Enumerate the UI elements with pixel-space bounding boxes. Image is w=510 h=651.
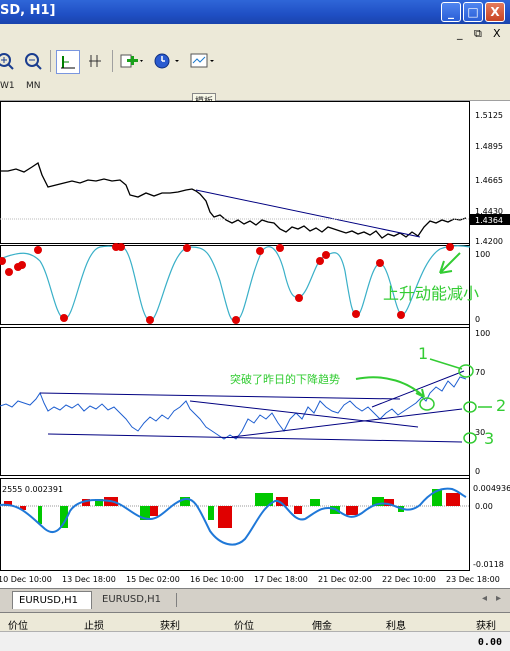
price-tick: 1.4665 (475, 176, 503, 185)
chart-canvas: 1.5125 1.4895 1.4665 1.4430 1.4364 1.420… (0, 101, 510, 584)
title-bar: SD, H1] _ □ X (0, 0, 510, 24)
tab-scroll-right-icon[interactable]: ▸ (496, 593, 502, 604)
maximize-button[interactable]: □ (463, 2, 483, 22)
time-tick: 10 Dec 10:00 (0, 575, 52, 584)
mdi-minimize-button[interactable]: _ (457, 27, 463, 40)
period-separator-icon[interactable] (84, 50, 106, 72)
tab-eurusd-h1[interactable]: EURUSD,H1 (102, 594, 162, 605)
column-header-commission[interactable]: 佣金 (312, 621, 332, 632)
stoch-tick: 100 (475, 250, 490, 259)
tab-eurusd-h1-active[interactable]: EURUSD,H1 (12, 591, 92, 609)
zoom-out-icon[interactable] (22, 50, 44, 72)
mdi-restore-button[interactable]: ⧉ (474, 27, 482, 40)
macd-tick: -0.0118 (473, 560, 504, 569)
stoch-annotation: 上升动能减小 (383, 284, 479, 303)
toolbar-divider (50, 50, 51, 72)
annotation-num-2: 2 (496, 396, 506, 415)
target-circle-1 (458, 364, 474, 378)
terminal-panel: 价位 止损 获利 价位 佣金 利息 获利 0.00 (0, 612, 510, 651)
column-header-takeprofit[interactable]: 获利 (160, 621, 180, 632)
close-button[interactable]: X (485, 2, 505, 22)
target-circle-3 (463, 432, 477, 444)
price-tick: 1.4200 (475, 237, 503, 246)
chart-window[interactable]: 1.5125 1.4895 1.4665 1.4430 1.4364 1.420… (0, 101, 510, 588)
rsi-tick: 100 (475, 329, 490, 338)
target-circle-2 (463, 401, 477, 413)
templates-icon[interactable] (188, 50, 218, 72)
price-tick: 1.5125 (475, 111, 503, 120)
time-tick: 23 Dec 18:00 (446, 575, 500, 584)
macd-histogram-green (38, 489, 442, 528)
macd-label: 2555 0.002391 (2, 485, 63, 494)
annotation-num-1: 1 (418, 344, 428, 363)
window-title: SD, H1] (0, 3, 56, 18)
toolbar-divider (112, 50, 113, 72)
current-price-box (470, 214, 510, 225)
price-tick: 1.4895 (475, 142, 503, 151)
column-header-profit[interactable]: 获利 (476, 621, 496, 632)
total-profit-value: 0.00 (477, 637, 502, 648)
rsi-annotation: 突破了昨日的下降趋势 (230, 372, 340, 386)
indicators-icon[interactable] (118, 50, 146, 72)
chart-toolbar (0, 46, 510, 76)
tab-divider (176, 593, 177, 607)
stochastic-dots (0, 243, 454, 324)
zoom-in-icon[interactable] (0, 50, 16, 72)
terminal-header-row (0, 613, 510, 632)
column-header-stoploss[interactable]: 止损 (84, 621, 104, 632)
chart-tab-bar: EURUSD,H1 EURUSD,H1 ◂ ▸ (0, 588, 510, 611)
current-price: 1.4364 (475, 216, 503, 225)
price-tick: 1.4430 (475, 207, 503, 216)
rsi-tick: 70 (475, 368, 485, 377)
mdi-bar: _ ⧉ X (0, 24, 510, 47)
rsi-line (0, 376, 467, 440)
timeframe-toolbar: W1 MN (0, 76, 510, 101)
annotation-num-3: 3 (484, 429, 494, 448)
time-tick: 21 Dec 02:00 (318, 575, 372, 584)
chart-type-icon[interactable] (56, 50, 80, 74)
tab-scroll-left-icon[interactable]: ◂ (482, 593, 488, 604)
mdi-close-button[interactable]: X (493, 27, 501, 40)
rsi-arrow (355, 376, 425, 398)
macd-signal-line (0, 487, 467, 546)
macd-tick: 0.00 (475, 502, 493, 511)
rsi-tick: 30 (475, 428, 485, 437)
macd-tick: 0.004936 (473, 484, 510, 493)
macd-histogram-red (4, 493, 460, 528)
stoch-tick: 0 (475, 315, 480, 324)
timeframe-mn-button[interactable]: MN (26, 81, 41, 91)
target-pointer-1 (429, 358, 463, 370)
time-tick: 16 Dec 10:00 (190, 575, 244, 584)
column-header-price[interactable]: 价位 (8, 621, 28, 632)
panel-borders (0, 101, 470, 571)
column-header-price-2[interactable]: 价位 (234, 621, 254, 632)
rsi-tick: 0 (475, 467, 480, 476)
time-tick: 15 Dec 02:00 (126, 575, 180, 584)
breakout-circle (419, 397, 435, 411)
minimize-button[interactable]: _ (441, 2, 461, 22)
rsi-trendlines (39, 370, 465, 443)
time-tick: 17 Dec 18:00 (254, 575, 308, 584)
price-line (0, 161, 467, 239)
stoch-arrow (439, 252, 461, 274)
time-axis: 10 Dec 10:00 13 Dec 18:00 15 Dec 02:00 1… (0, 575, 500, 584)
clock-icon[interactable] (152, 50, 182, 72)
timeframe-w1-button[interactable]: W1 (0, 81, 15, 91)
time-tick: 13 Dec 18:00 (62, 575, 116, 584)
time-tick: 22 Dec 10:00 (382, 575, 436, 584)
column-header-swap[interactable]: 利息 (386, 621, 406, 632)
price-trendline (195, 189, 421, 238)
